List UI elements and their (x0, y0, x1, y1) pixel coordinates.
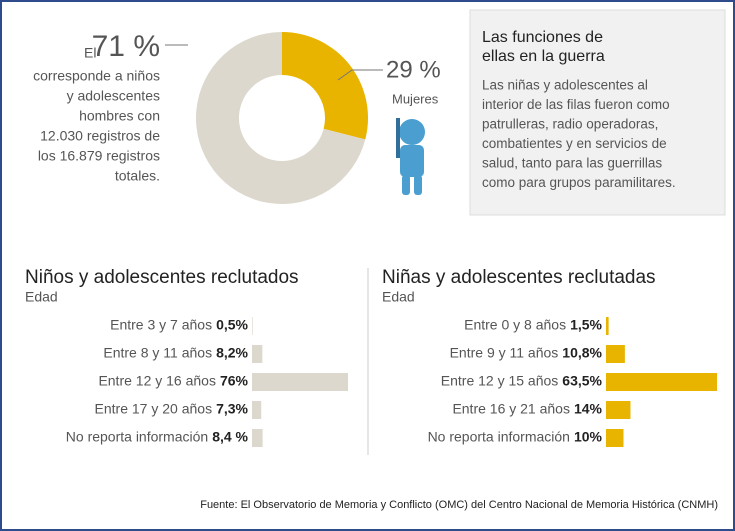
bar (252, 345, 263, 363)
value-label: 63,5% (562, 373, 602, 389)
sidebar-box (469, 9, 726, 216)
value-label: 0,5% (216, 317, 248, 333)
bar (606, 401, 631, 419)
value-label: 10,8% (562, 345, 602, 361)
value-label: 10% (574, 429, 603, 445)
category-label: Entre 0 y 8 años (464, 317, 566, 333)
sidebar-title: Las funciones de (482, 29, 603, 46)
bar-subtitle: Edad (382, 289, 415, 305)
bar (252, 373, 348, 391)
bar (606, 345, 625, 363)
value-label: 1,5% (570, 317, 602, 333)
category-label: Entre 12 y 16 años (98, 373, 216, 389)
sidebar-text: como para grupos paramilitares. (482, 175, 676, 190)
value-label: 76% (220, 373, 249, 389)
category-label: Entre 12 y 15 años (441, 373, 559, 389)
value-label: 14% (574, 401, 603, 417)
category-label: Entre 16 y 21 años (452, 401, 570, 417)
category-label: Entre 8 y 11 años (103, 345, 212, 361)
donut-slice (282, 32, 369, 140)
sidebar-text: Las niñas y adolescentes al (482, 78, 648, 93)
value-label: 7,3% (216, 401, 248, 417)
leader-line (337, 69, 383, 81)
category-label: Entre 9 y 11 años (450, 345, 559, 361)
category-label: Entre 3 y 7 años (110, 317, 212, 333)
annotation: los 16.879 registros (38, 148, 160, 164)
category-label: No reporta información (66, 429, 208, 445)
value-label: 29 % (386, 56, 441, 83)
bar (606, 317, 609, 335)
annotation: 12.030 registros de (40, 128, 160, 144)
value-label: 8,4 % (212, 429, 248, 445)
child-icon (396, 118, 425, 195)
sidebar-text: patrulleras, radio operadoras, (482, 117, 658, 132)
sidebar-text: combatientes y en servicios de (482, 136, 667, 151)
source: Fuente: El Observatorio de Memoria y Con… (200, 499, 718, 511)
sidebar-text: salud, tanto para las guerrillas (482, 156, 662, 171)
bar-subtitle: Edad (25, 289, 58, 305)
annotation: hombres con (79, 108, 160, 124)
annotation: Mujeres (392, 91, 439, 106)
bar (606, 373, 717, 391)
annotation-prefix: El (84, 45, 96, 61)
value-label: 71 % (92, 30, 160, 63)
bar (252, 429, 263, 447)
sidebar-title: ellas en la guerra (482, 48, 605, 65)
donut-slice (196, 31, 366, 204)
category-label: Entre 17 y 20 años (95, 401, 213, 417)
bar (252, 317, 253, 335)
annotation: totales. (115, 168, 160, 184)
category-label: No reporta información (428, 429, 570, 445)
annotation: y adolescentes (67, 88, 160, 104)
sidebar-text: interior de las filas fueron como (482, 97, 670, 112)
bar (252, 401, 262, 419)
bar (606, 429, 624, 447)
annotation: corresponde a niños (33, 68, 160, 84)
bar-title: Niños y adolescentes reclutados (25, 267, 299, 288)
bar-title: Niñas y adolescentes reclutadas (382, 267, 656, 288)
value-label: 8,2% (216, 345, 248, 361)
